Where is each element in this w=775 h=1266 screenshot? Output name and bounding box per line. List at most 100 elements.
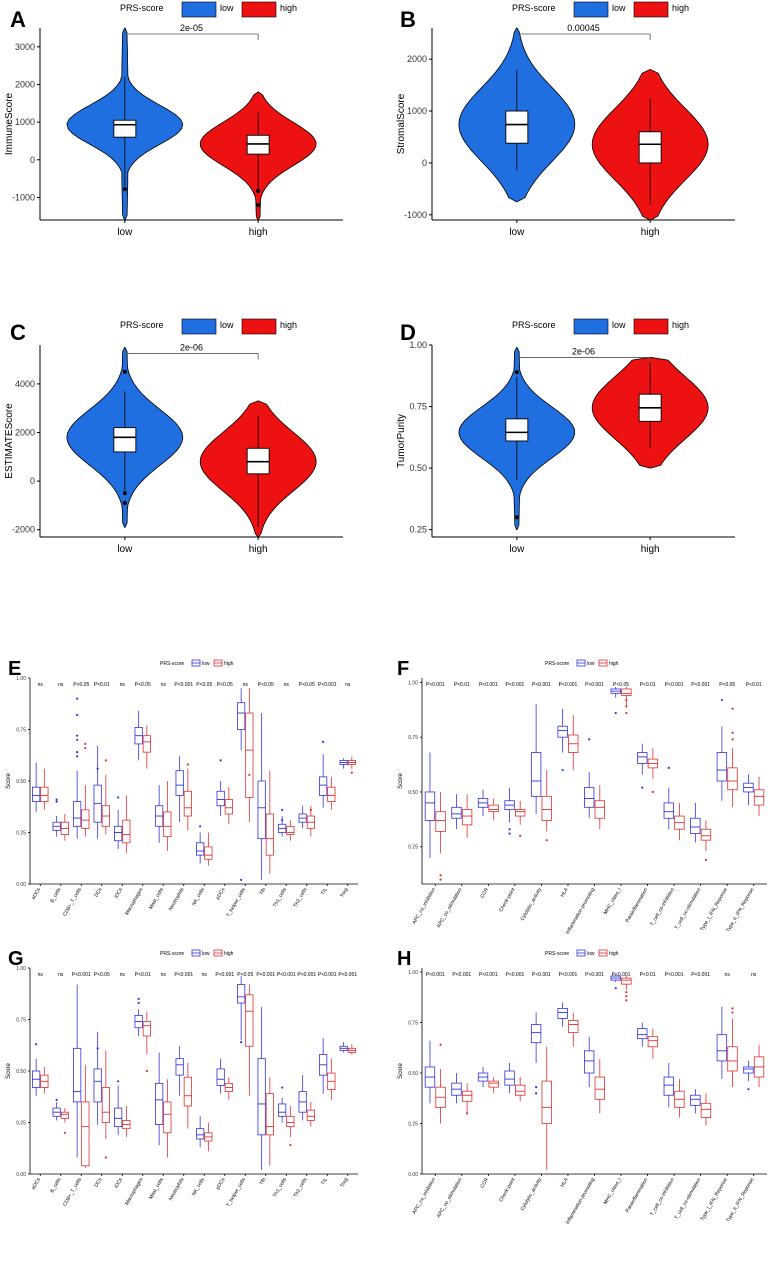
outlier-point <box>625 991 628 994</box>
x-tick-label: CD8+_T_cells <box>62 887 83 918</box>
box-high <box>568 1020 579 1034</box>
pvalue-label: P<0.001 <box>256 972 275 978</box>
outlier-point <box>535 1092 538 1095</box>
box-high <box>327 786 336 802</box>
pvalue-label: P<0.001 <box>338 972 357 978</box>
outlier-point <box>76 755 79 758</box>
outlier-point <box>256 189 261 194</box>
outlier-point <box>720 698 723 702</box>
outlier-point <box>466 1112 469 1115</box>
legend-low: low <box>573 318 626 335</box>
y-tick-label: 0.25 <box>16 831 26 837</box>
x-tick-label: CCR <box>479 1177 490 1190</box>
outlier-point <box>704 858 708 861</box>
x-tick-label: Treg <box>339 1177 349 1189</box>
legend-low-label: low <box>220 3 234 13</box>
outlier-point <box>588 738 591 741</box>
outlier-point <box>55 800 58 803</box>
x-tick-label: MHC_class_I <box>603 1177 623 1206</box>
y-tick-label: 0.75 <box>16 1018 26 1024</box>
box-low <box>584 787 595 808</box>
y-tick-label: 4000 <box>15 379 35 389</box>
y-tick-label: 0.25 <box>408 845 418 851</box>
outlier-point <box>439 874 442 877</box>
outlier-point <box>747 1088 750 1091</box>
pvalue-label: P<0.01 <box>135 972 151 978</box>
legend-high: high <box>241 318 297 335</box>
y-tick-label: 2000 <box>15 427 35 437</box>
panel-label: C <box>10 320 26 345</box>
legend-title: PRS-score <box>545 951 569 957</box>
pvalue-label: ns <box>725 972 731 978</box>
box-low <box>32 786 41 802</box>
legend-low-key <box>573 1 609 18</box>
box-high <box>461 809 473 826</box>
x-tick-label: Parainflammation <box>625 1177 650 1214</box>
y-tick-label: -1000 <box>404 210 427 220</box>
y-tick-label: 0.50 <box>408 1071 418 1077</box>
pvalue-label: ns <box>38 972 44 978</box>
box-low <box>743 1066 754 1074</box>
box-low <box>216 790 225 807</box>
box-low <box>237 984 246 1004</box>
pvalue-label: P<0.001 <box>691 682 710 688</box>
box-high <box>621 977 632 985</box>
box-high <box>286 1115 295 1128</box>
y-tick-label: 0.25 <box>408 1122 418 1128</box>
y-tick-label: 1.00 <box>408 970 418 976</box>
pvalue-label: P<0.05 <box>217 682 233 688</box>
legend-title: PRS-score <box>160 951 184 957</box>
y-tick-label: 1.00 <box>16 966 26 972</box>
x-tick-label: CCR <box>479 887 490 900</box>
box-low <box>216 1068 225 1086</box>
outlier-point <box>84 742 87 746</box>
y-axis-label: Score <box>6 1063 12 1079</box>
outlier-point <box>117 1080 120 1083</box>
y-axis-label: ESTIMATEScore <box>4 403 15 479</box>
legend-low: low <box>191 949 210 957</box>
box-high <box>461 1090 473 1102</box>
legend-high-key <box>241 318 277 335</box>
pvalue-label: P<0.05 <box>237 972 253 978</box>
x-tick-label: APC_co_inhibition <box>411 1177 437 1216</box>
outlier-point <box>122 369 127 374</box>
x-tick-label: Cytolytic_activity <box>519 1177 543 1212</box>
x-tick-label: iDCs <box>113 1177 124 1190</box>
outlier-point <box>281 1086 284 1089</box>
box-high <box>81 1101 90 1167</box>
x-tick-label: Th2_cells <box>293 887 309 909</box>
outlier-point <box>35 1043 38 1046</box>
legend-high-key <box>633 318 669 335</box>
legend-title: PRS-score <box>545 661 569 667</box>
box-low <box>113 427 137 453</box>
outlier-point <box>145 1069 148 1073</box>
outlier-point <box>137 1001 140 1005</box>
box-high <box>700 1102 712 1118</box>
box-high <box>621 688 632 696</box>
box-high <box>647 1036 659 1048</box>
x-tick-label: Th1_cells <box>272 887 288 909</box>
box-low <box>93 1068 102 1103</box>
pvalue-label: P<0.001 <box>612 972 631 978</box>
box-low <box>114 825 123 842</box>
legend-high-key <box>633 1 669 18</box>
box-high <box>515 809 526 817</box>
x-tick-label: Check-point <box>498 886 517 913</box>
y-axis-label: Score <box>398 1063 404 1079</box>
panel-d: D PRS-score low high TumorPurity 0.25 0.50 0.75… <box>396 318 735 555</box>
box-low <box>530 1024 542 1044</box>
legend-title: PRS-score <box>160 661 184 667</box>
box-high <box>163 811 172 838</box>
y-tick-label: 0.25 <box>409 525 427 535</box>
box-low <box>278 1103 287 1117</box>
legend-high-label: high <box>672 3 689 13</box>
pvalue-label: P<0.05 <box>719 682 735 688</box>
outlier-point <box>519 834 522 837</box>
box-high <box>515 1084 526 1096</box>
x-tick-label: TIL <box>320 887 329 896</box>
pvalue-label: 0.00045 <box>567 23 600 33</box>
legend-low-key <box>573 318 609 335</box>
x-tick-label: high <box>641 544 660 555</box>
legend-high: high <box>213 659 234 667</box>
outlier-point <box>651 790 654 794</box>
